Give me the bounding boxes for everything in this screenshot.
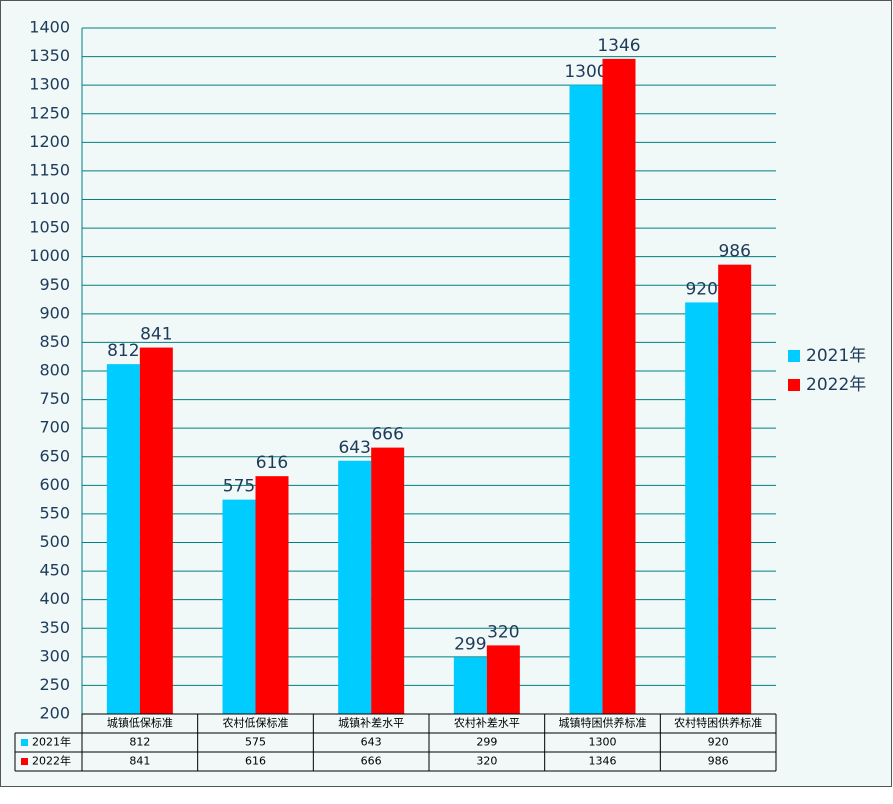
y-tick-label: 1400 <box>29 18 70 37</box>
table-cell: 841 <box>129 755 150 768</box>
x-tick-label: 城镇补差水平 <box>338 716 404 730</box>
y-tick-label: 350 <box>39 618 70 637</box>
table-cell: 643 <box>361 736 382 749</box>
data-label: 986 <box>718 242 750 262</box>
table-series-name: 2021年 <box>32 735 71 749</box>
y-tick-label: 650 <box>39 446 70 465</box>
y-tick-label: 1300 <box>29 75 70 94</box>
bar <box>338 460 372 714</box>
bar <box>486 645 520 714</box>
legend-label: 2021年 <box>806 346 866 366</box>
data-label: 299 <box>454 634 486 654</box>
y-tick-label: 200 <box>39 704 70 723</box>
data-label: 1300 <box>564 62 607 82</box>
table-cell: 666 <box>361 755 382 768</box>
data-label: 841 <box>140 325 172 345</box>
table-cell: 299 <box>476 736 497 749</box>
bar <box>453 657 487 714</box>
table-legend-key <box>21 739 28 746</box>
y-tick-label: 1000 <box>29 246 70 265</box>
legend-key <box>788 379 800 391</box>
data-label: 666 <box>371 425 403 445</box>
y-tick-label: 800 <box>39 361 70 380</box>
y-tick-label: 750 <box>39 389 70 408</box>
y-tick-label: 250 <box>39 675 70 694</box>
y-tick-label: 400 <box>39 589 70 608</box>
y-tick-label: 600 <box>39 475 70 494</box>
bar <box>139 347 173 714</box>
table-cell: 1300 <box>589 736 617 749</box>
data-label: 1346 <box>597 36 640 56</box>
x-tick-label: 农村低保标准 <box>223 716 289 730</box>
data-label: 575 <box>223 477 255 497</box>
data-label: 812 <box>107 341 139 361</box>
x-tick-label: 农村特困供养标准 <box>674 716 762 730</box>
y-tick-label: 1200 <box>29 132 70 151</box>
y-tick-label: 950 <box>39 275 70 294</box>
y-tick-label: 500 <box>39 532 70 551</box>
bar <box>685 302 719 714</box>
legend-label: 2022年 <box>806 375 866 395</box>
table-legend-key <box>21 758 28 765</box>
y-tick-label: 450 <box>39 561 70 580</box>
bar <box>106 364 140 714</box>
data-label: 643 <box>338 438 370 458</box>
y-tick-label: 1150 <box>29 160 70 179</box>
y-tick-label: 700 <box>39 418 70 437</box>
data-label: 616 <box>256 453 288 473</box>
data-label: 920 <box>685 279 717 299</box>
y-tick-label: 900 <box>39 303 70 322</box>
y-tick-label: 1050 <box>29 218 70 237</box>
x-tick-label: 城镇特困供养标准 <box>559 716 647 730</box>
bar <box>718 264 752 714</box>
table-cell: 920 <box>708 736 729 749</box>
y-tick-label: 300 <box>39 646 70 665</box>
table-cell: 986 <box>708 755 729 768</box>
bar <box>569 85 603 714</box>
x-tick-label: 城镇低保标准 <box>107 716 173 730</box>
table-cell: 812 <box>129 736 150 749</box>
bar <box>255 476 289 714</box>
table-series-name: 2022年 <box>32 754 71 768</box>
x-tick-label: 农村补差水平 <box>454 716 520 730</box>
y-tick-label: 1350 <box>29 46 70 65</box>
y-tick-label: 1250 <box>29 103 70 122</box>
y-tick-label: 850 <box>39 332 70 351</box>
data-label: 320 <box>487 622 519 642</box>
y-tick-label: 550 <box>39 503 70 522</box>
table-cell: 320 <box>476 755 497 768</box>
table-cell: 575 <box>245 736 266 749</box>
bar <box>222 499 256 714</box>
table-cell: 616 <box>245 755 266 768</box>
bar <box>371 447 405 714</box>
y-tick-label: 1100 <box>29 189 70 208</box>
legend-key <box>788 350 800 362</box>
bar <box>602 58 636 715</box>
table-cell: 1346 <box>589 755 617 768</box>
